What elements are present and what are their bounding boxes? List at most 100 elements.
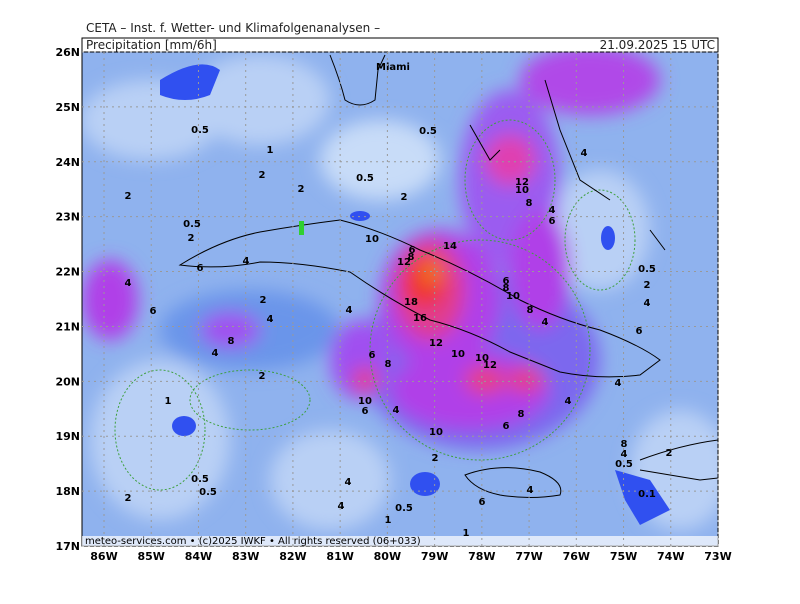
contour-label: 0.5 (615, 459, 633, 470)
contour-label: 0.1 (638, 489, 656, 500)
lon-tick-label: 79W (421, 550, 448, 563)
contour-label: 6 (479, 497, 486, 508)
contour-label: 1 (385, 515, 392, 526)
precip-field (82, 52, 718, 546)
contour-label: 10 (365, 234, 379, 245)
contour-label: 2 (432, 453, 439, 464)
lat-tick-label: 17N (55, 540, 80, 553)
contour-label: 6 (150, 306, 157, 317)
contour-label: 4 (581, 148, 588, 159)
lon-tick-label: 86W (90, 550, 117, 563)
contour-label: 2 (644, 280, 651, 291)
contour-label: 2 (401, 192, 408, 203)
contour-label: 0.5 (356, 173, 374, 184)
contour-label: 10 (429, 427, 443, 438)
contour-label: 4 (212, 348, 219, 359)
lon-tick-label: 82W (279, 550, 306, 563)
contour-label: 2 (259, 371, 266, 382)
lon-tick-label: 76W (563, 550, 590, 563)
contour-label: 1 (267, 145, 274, 156)
lat-tick-label: 21N (55, 320, 80, 333)
contour-label: 6 (409, 245, 416, 256)
contour-label: 4 (621, 449, 628, 460)
contour-label: 6 (197, 263, 204, 274)
contour-label: 10 (358, 396, 372, 407)
contour-label: 4 (527, 485, 534, 496)
contour-label: 0.5 (191, 474, 209, 485)
field-title: Precipitation [mm/6h] (86, 38, 217, 52)
contour-label: 16 (413, 313, 427, 324)
contour-label: 12 (397, 257, 411, 268)
footer: meteo-services.com • (c)2025 IWKF • All … (85, 536, 421, 547)
contour-label: 8 (385, 359, 392, 370)
contour-label: 4 (393, 405, 400, 416)
coastline (178, 219, 661, 378)
contour-label: 1 (165, 396, 172, 407)
low-area (172, 416, 196, 436)
valid-time: 21.09.2025 15 UTC (600, 38, 715, 52)
contour-label: 2 (188, 233, 195, 244)
low-area (160, 64, 220, 100)
contour-label: 8 (503, 283, 510, 294)
contour-label: 12 (483, 360, 497, 371)
contour-label: 0.5 (395, 503, 413, 514)
contour-label: 2 (260, 295, 267, 306)
contour-label: 4 (243, 256, 250, 267)
institute: CETA – Inst. f. Wetter- und Klimafolgena… (86, 21, 380, 35)
contour-label: 4 (338, 501, 345, 512)
contour-label: 2 (125, 493, 132, 504)
contour-label: 8 (621, 439, 628, 450)
low-area (410, 472, 440, 496)
coastline (329, 54, 386, 106)
low-area (615, 470, 670, 525)
lon-tick-label: 80W (374, 550, 401, 563)
contour-label: 8 (408, 252, 415, 263)
footer-bar (82, 536, 718, 546)
contour-label: 2 (666, 448, 673, 459)
contour-label: 0.5 (419, 126, 437, 137)
contour-label: 10 (515, 185, 529, 196)
contour-label: 6 (549, 216, 556, 227)
contour-label: 0.5 (183, 219, 201, 230)
contour-label: 8 (228, 336, 235, 347)
contour-label: 6 (369, 350, 376, 361)
lon-tick-label: 78W (468, 550, 495, 563)
contour-label: 10 (475, 353, 489, 364)
lon-tick-label: 77W (515, 550, 542, 563)
contour-label: 8 (527, 305, 534, 316)
lon-tick-label: 75W (610, 550, 637, 563)
contour-label: 4 (565, 396, 572, 407)
lon-tick-label: 85W (138, 550, 165, 563)
lon-tick-label: 84W (185, 550, 212, 563)
contour-label: 10 (506, 291, 520, 302)
contour-label: 0.5 (638, 264, 656, 275)
lat-tick-label: 26N (55, 46, 80, 59)
low-area (350, 211, 370, 221)
contour-label: 1 (463, 528, 470, 539)
place-label: Miami (376, 62, 410, 73)
contour-label: 14 (443, 241, 457, 252)
contour-label: 0.5 (199, 487, 217, 498)
contour-label: 8 (518, 409, 525, 420)
lat-tick-label: 24N (55, 156, 80, 169)
contour-label: 2 (298, 184, 305, 195)
contour-label: 18 (404, 297, 418, 308)
lon-tick-label: 73W (704, 550, 731, 563)
contour-label: 4 (549, 205, 556, 216)
contour-label: 6 (503, 276, 510, 287)
low-area (601, 226, 615, 250)
contour-label: 6 (503, 421, 510, 432)
contour-label: 6 (362, 406, 369, 417)
lat-tick-label: 25N (55, 101, 80, 114)
contour-label: 12 (515, 177, 529, 188)
lat-tick-label: 19N (55, 430, 80, 443)
contour-label: 4 (542, 317, 549, 328)
contour-label: 4 (615, 378, 622, 389)
contour-label: 2 (125, 191, 132, 202)
contour-label: 4 (267, 314, 274, 325)
lon-tick-label: 83W (232, 550, 259, 563)
contour-label: 2 (259, 170, 266, 181)
coastline (639, 439, 718, 481)
lon-tick-label: 74W (657, 550, 684, 563)
